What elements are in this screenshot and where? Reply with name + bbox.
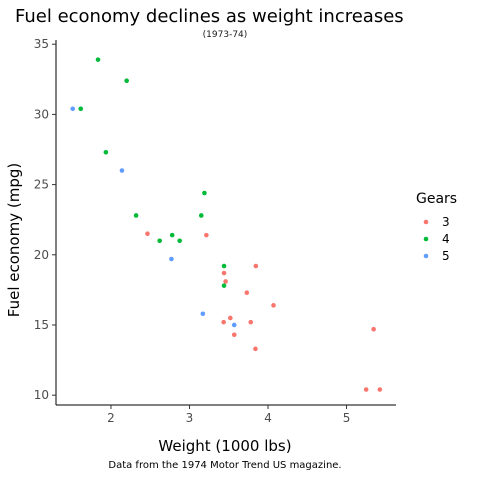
data-point: [253, 263, 259, 269]
data-point: [200, 311, 206, 317]
data-point: [221, 319, 226, 325]
data-point: [244, 290, 250, 295]
legend: Gears 3 4 5: [416, 191, 457, 263]
data-point: [204, 232, 209, 238]
x-tick-label: 2: [107, 411, 115, 425]
data-point: [221, 283, 227, 288]
y-axis-title: Fuel economy (mpg): [5, 163, 23, 317]
y-tick-label: 25: [34, 178, 49, 192]
data-point: [231, 322, 237, 328]
data-point: [169, 256, 174, 262]
y-tick-label: 30: [34, 107, 49, 121]
x-tick-label: 3: [186, 411, 194, 425]
data-point: [169, 232, 175, 238]
data-point: [157, 238, 162, 244]
y-tick-label: 35: [34, 37, 49, 51]
y-tick-label: 10: [34, 388, 49, 402]
legend-title: Gears: [416, 191, 457, 207]
data-point: [103, 150, 109, 155]
data-point: [231, 332, 237, 338]
data-point: [177, 238, 182, 244]
data-point: [119, 168, 125, 173]
data-point: [228, 315, 233, 321]
data-point: [248, 319, 254, 325]
x-tick-label: 5: [343, 411, 351, 425]
legend-label: 4: [442, 232, 450, 246]
data-point: [95, 57, 101, 62]
data-point: [221, 270, 227, 276]
data-point: [223, 279, 228, 284]
data-point: [202, 190, 207, 196]
plot-area: 2 3 4 5 10 15 20 25 30 35: [34, 37, 396, 425]
data-point: [145, 231, 150, 237]
data-point: [133, 213, 139, 218]
data-point: [198, 213, 204, 218]
data-point: [363, 387, 369, 392]
legend-key: [423, 236, 429, 242]
data-point: [253, 346, 258, 352]
y-tick-label: 20: [34, 248, 49, 262]
chart-caption: Data from the 1974 Motor Trend US magazi…: [108, 460, 341, 471]
legend-key: [423, 253, 429, 259]
x-axis-title: Weight (1000 lbs): [158, 437, 291, 455]
chart-subtitle: (1973-74): [203, 30, 248, 40]
y-tick-label: 15: [34, 318, 49, 332]
x-tick-label: 4: [264, 411, 272, 425]
data-point: [124, 78, 129, 84]
legend-label: 5: [442, 249, 450, 263]
data-point: [70, 106, 76, 112]
legend-key: [423, 219, 429, 225]
chart-title: Fuel economy declines as weight increase…: [15, 6, 404, 27]
data-point: [78, 106, 84, 112]
data-point: [377, 387, 383, 392]
legend-label: 3: [442, 215, 450, 229]
data-point: [221, 263, 227, 269]
data-point: [271, 303, 276, 308]
data-point: [371, 326, 376, 332]
